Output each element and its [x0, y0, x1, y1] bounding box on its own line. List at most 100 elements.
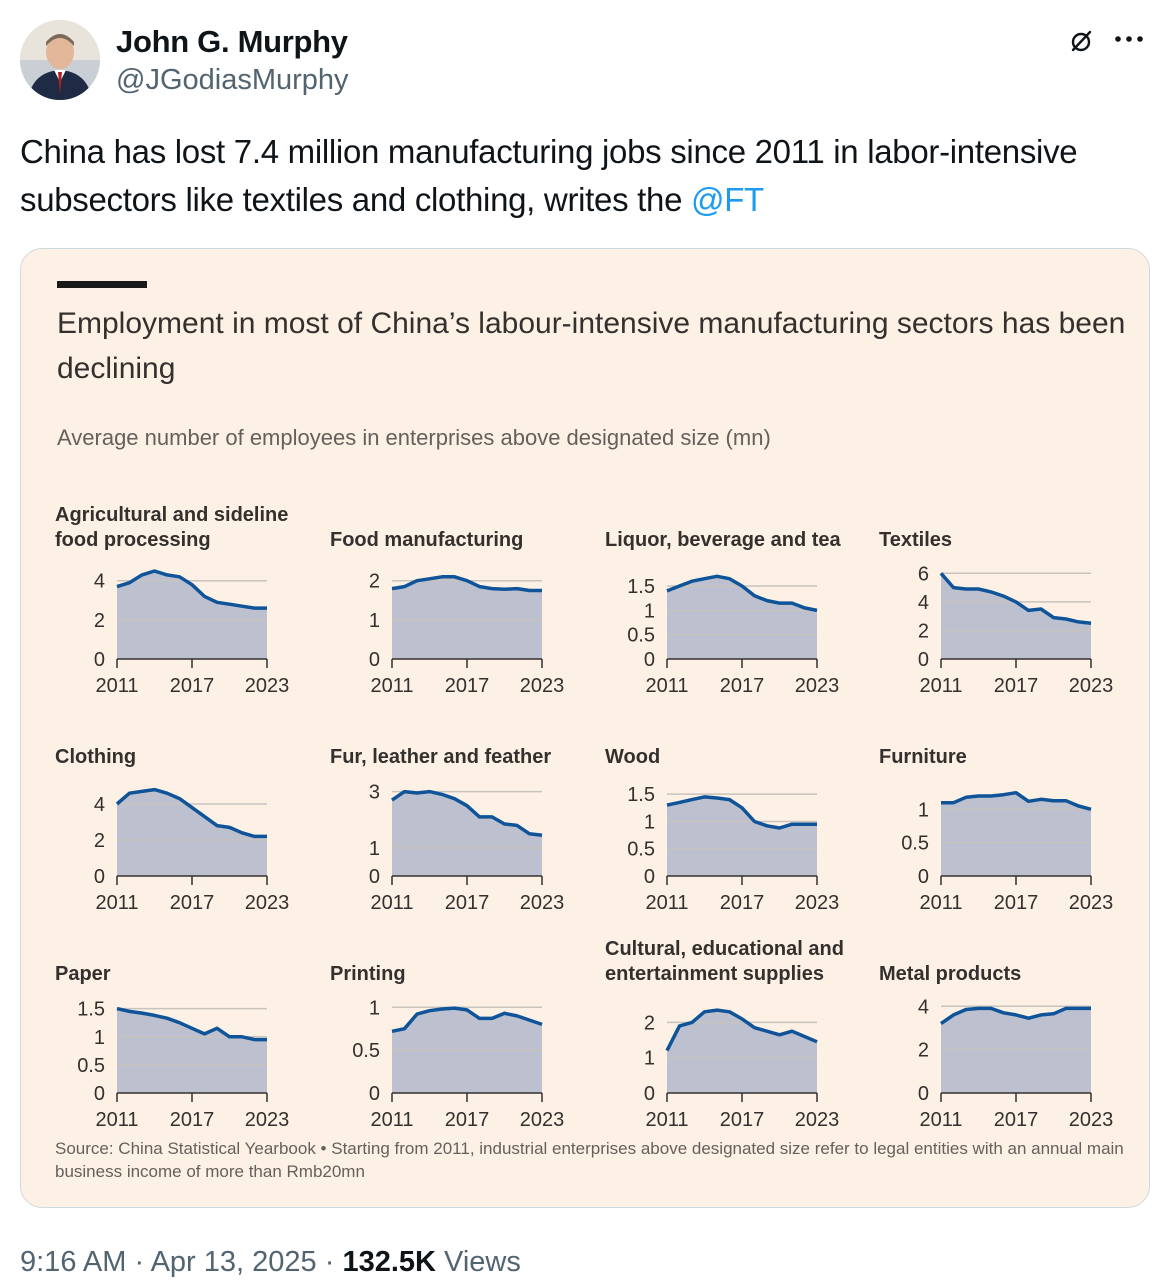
- chart-panel: Furniture 0 0.5 1 2011 2017 2023: [879, 736, 1139, 956]
- x-tick-label: 2011: [370, 675, 413, 697]
- series-area: [117, 1008, 267, 1093]
- y-tick-label: 1: [644, 811, 655, 833]
- panel-title: Printing: [330, 963, 406, 985]
- x-tick-label: 2011: [95, 892, 138, 914]
- x-tick-label: 2017: [170, 1109, 215, 1131]
- y-tick-label: 1: [918, 799, 929, 821]
- y-tick-label: 2: [918, 620, 929, 642]
- x-tick-label: 2023: [520, 892, 565, 914]
- x-tick-label: 2011: [370, 892, 413, 914]
- tweet-meta: 9:16 AM · Apr 13, 2025 · 132.5K Views: [20, 1246, 521, 1279]
- y-tick-label: 2: [644, 1012, 655, 1034]
- panel-svg: 0 0.5 1 2011 2017 2023: [352, 997, 565, 1131]
- panel-title: Liquor, beverage and tea: [605, 529, 841, 551]
- ft-title-rule: [57, 281, 147, 288]
- y-tick-label: 0.5: [901, 833, 929, 855]
- mention-link[interactable]: @FT: [691, 181, 764, 218]
- x-tick-label: 2023: [245, 675, 290, 697]
- views-label: Views: [444, 1246, 521, 1278]
- y-tick-label: 0: [918, 649, 929, 671]
- y-tick-label: 3: [369, 782, 380, 804]
- y-tick-label: 4: [918, 592, 929, 614]
- x-tick-label: 2017: [994, 675, 1039, 697]
- panel-svg: 0 1 2 2011 2017 2023: [644, 1008, 840, 1131]
- attached-chart-image[interactable]: Employment in most of China’s labour-int…: [20, 248, 1150, 1208]
- x-tick-label: 2017: [170, 892, 215, 914]
- x-tick-label: 2011: [95, 675, 138, 697]
- series-area: [117, 789, 267, 876]
- grok-icon[interactable]: [1068, 28, 1094, 54]
- panel-title: Paper: [55, 963, 111, 985]
- chart-panel: Cultural, educational and entertainment …: [605, 938, 865, 1173]
- y-tick-label: 2: [369, 571, 380, 593]
- x-tick-label: 2017: [445, 675, 490, 697]
- x-tick-label: 2011: [645, 1109, 688, 1131]
- tweet-date[interactable]: Apr 13, 2025: [150, 1246, 317, 1278]
- x-tick-label: 2023: [520, 1109, 565, 1131]
- chart-panel: Metal products 0 2 4 2011 2017 2023: [879, 953, 1139, 1173]
- y-tick-label: 0.5: [627, 839, 655, 861]
- chart-panel: Paper 0 0.5 1 1.5 2011 2017 2023: [55, 953, 315, 1173]
- tweet-header: John G. Murphy @JGodiasMurphy: [20, 18, 1143, 102]
- y-tick-label: 1: [644, 600, 655, 622]
- y-tick-label: 1: [369, 610, 380, 632]
- chart-panel: Food manufacturing 0 1 2 2011 2017 2023: [330, 519, 590, 739]
- x-tick-label: 2023: [795, 1109, 840, 1131]
- views-count: 132.5K: [342, 1246, 436, 1278]
- panel-svg: 0 2 4 6 2011 2017 2023: [918, 563, 1113, 697]
- y-tick-label: 1: [644, 1048, 655, 1070]
- y-tick-label: 0: [94, 649, 105, 671]
- y-tick-label: 1: [94, 1027, 105, 1049]
- chart-source: Source: China Statistical Yearbook • Sta…: [55, 1139, 1124, 1181]
- x-tick-label: 2017: [720, 1109, 765, 1131]
- y-tick-label: 1: [369, 997, 380, 1019]
- avatar[interactable]: [20, 20, 100, 100]
- author-name[interactable]: John G. Murphy: [116, 24, 348, 59]
- x-tick-label: 2017: [445, 1109, 490, 1131]
- y-tick-label: 1.5: [77, 999, 105, 1021]
- y-tick-label: 2: [94, 610, 105, 632]
- tweet-body: China has lost 7.4 million manufacturing…: [20, 133, 1078, 218]
- y-tick-label: 0.5: [77, 1055, 105, 1077]
- more-icon[interactable]: [1112, 24, 1146, 54]
- x-tick-label: 2011: [919, 892, 962, 914]
- series-area: [667, 796, 817, 876]
- series-area: [392, 791, 542, 876]
- tweet-time[interactable]: 9:16 AM: [20, 1246, 127, 1278]
- x-tick-label: 2023: [1069, 1109, 1114, 1131]
- series-area: [941, 1008, 1091, 1093]
- panel-title: Fur, leather and feather: [330, 746, 552, 768]
- chart-panel: Textiles 0 2 4 6 2011 2017 2023: [879, 519, 1139, 739]
- x-tick-label: 2023: [245, 892, 290, 914]
- panel-title: Cultural, educational and entertainment …: [605, 938, 844, 985]
- x-tick-label: 2017: [720, 892, 765, 914]
- y-tick-label: 0: [369, 866, 380, 888]
- chart-panel: Clothing 0 2 4 2011 2017 2023: [55, 736, 315, 956]
- y-tick-label: 2: [94, 830, 105, 852]
- tweet-text: China has lost 7.4 million manufacturing…: [20, 128, 1130, 224]
- x-tick-label: 2011: [919, 1109, 962, 1131]
- x-tick-label: 2011: [645, 675, 688, 697]
- y-tick-label: 0: [644, 866, 655, 888]
- panel-svg: 0 0.5 1 1.5 2011 2017 2023: [627, 784, 839, 914]
- y-tick-label: 1.5: [627, 576, 655, 598]
- panel-svg: 0 2 4 2011 2017 2023: [94, 787, 290, 914]
- y-tick-label: 0: [644, 1083, 655, 1105]
- x-tick-label: 2017: [170, 675, 215, 697]
- panel-svg: 0 0.5 1 2011 2017 2023: [901, 790, 1113, 914]
- x-tick-label: 2023: [245, 1109, 290, 1131]
- panel-title: Wood: [605, 746, 661, 768]
- x-tick-label: 2011: [370, 1109, 413, 1131]
- y-tick-label: 4: [94, 794, 105, 816]
- y-tick-label: 0: [369, 1083, 380, 1105]
- series-area: [392, 576, 542, 659]
- chart-title: Employment in most of China’s labour-int…: [57, 307, 1126, 385]
- y-tick-label: 4: [918, 996, 929, 1018]
- chart-panel: Agricultural and sideline food processin…: [55, 504, 315, 739]
- y-tick-label: 0.5: [352, 1040, 380, 1062]
- chart-subtitle: Average number of employees in enterpris…: [57, 425, 771, 450]
- y-tick-label: 0: [918, 866, 929, 888]
- series-area: [667, 1010, 817, 1093]
- author-handle[interactable]: @JGodiasMurphy: [116, 64, 349, 96]
- y-tick-label: 0.5: [627, 625, 655, 647]
